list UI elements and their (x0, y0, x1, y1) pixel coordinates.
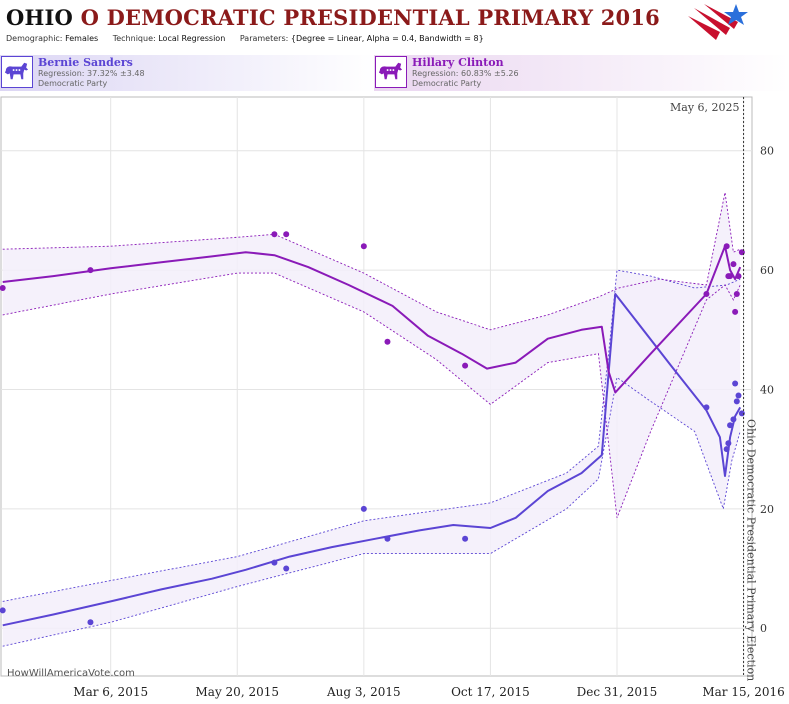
data-point-0 (735, 392, 742, 399)
data-point-1 (360, 243, 367, 250)
title-rest: O DEMOCRATIC PRESIDENTIAL PRIMARY 2016 (80, 5, 660, 30)
event-label: Ohio Democratic Presidential Primary Ele… (745, 419, 758, 681)
data-point-1 (271, 231, 278, 238)
candidate-regression: Regression: 37.32% ±3.48 (38, 69, 145, 78)
candidate-card-clinton: Hillary Clinton Regression: 60.83% ±5.26… (374, 55, 789, 91)
demographic-value: Females (65, 34, 99, 43)
data-point-0 (283, 565, 290, 572)
demographic-label: Demographic: (6, 34, 63, 43)
y-tick-label: 20 (760, 503, 774, 516)
y-tick-label: 60 (760, 264, 774, 277)
technique-value: Local Regression (158, 34, 226, 43)
data-point-0 (725, 440, 732, 447)
candidate-name: Bernie Sanders (38, 56, 133, 69)
confidence-band-1 (2, 192, 741, 518)
data-point-1 (87, 267, 94, 274)
data-point-0 (733, 398, 740, 405)
state-name: OHIO (6, 5, 74, 30)
site-logo-icon (688, 4, 748, 40)
band-upper-line-0 (2, 269, 741, 602)
parameters-value: {Degree = Linear, Alpha = 0.4, Bandwidth… (290, 34, 484, 43)
data-point-0 (703, 404, 710, 411)
parameters-label: Parameters: (239, 34, 289, 43)
x-tick-label: Mar 6, 2015 (73, 685, 148, 699)
data-point-0 (0, 607, 6, 614)
candidate-regression: Regression: 60.83% ±5.26 (412, 69, 519, 78)
x-tick-label: May 20, 2015 (196, 685, 279, 699)
data-point-1 (723, 243, 730, 250)
chart-parameters: Demographic: Females Technique: Local Re… (6, 34, 496, 43)
candidate-name: Hillary Clinton (412, 56, 504, 69)
x-tick-label: Aug 3, 2015 (326, 685, 401, 699)
chart-header: OHIO O DEMOCRATIC PRESIDENTIAL PRIMARY 2… (0, 0, 789, 52)
candidate-party: Democratic Party (38, 79, 108, 88)
data-point-0 (271, 559, 278, 566)
chart-title: OHIO O DEMOCRATIC PRESIDENTIAL PRIMARY 2… (6, 5, 660, 30)
donkey-icon (1, 56, 33, 88)
data-point-0 (727, 422, 734, 429)
donkey-icon (375, 56, 407, 88)
x-tick-label: Oct 17, 2015 (451, 685, 530, 699)
data-point-0 (462, 535, 469, 542)
chart-plot-area: May 6, 2025 Ohio Democratic Presidential … (0, 96, 785, 699)
technique-label: Technique: (112, 34, 156, 43)
candidate-party: Democratic Party (412, 79, 482, 88)
y-tick-label: 80 (760, 145, 774, 158)
event-top-label: May 6, 2025 (670, 101, 740, 114)
data-point-0 (360, 505, 367, 512)
data-point-1 (384, 338, 391, 345)
data-point-0 (723, 446, 730, 453)
y-tick-label: 0 (760, 622, 767, 635)
data-point-0 (730, 416, 737, 423)
data-point-1 (703, 290, 710, 297)
data-point-1 (283, 231, 290, 238)
band-lower-line-1 (2, 272, 741, 518)
data-point-1 (462, 362, 469, 369)
data-point-0 (384, 535, 391, 542)
y-tick-label: 40 (760, 383, 774, 396)
x-tick-label: Dec 31, 2015 (577, 685, 658, 699)
data-point-1 (732, 308, 739, 315)
data-point-1 (730, 261, 737, 268)
data-point-1 (733, 290, 740, 297)
site-watermark: HowWillAmericaVote.com (7, 668, 135, 679)
data-point-1 (727, 273, 734, 280)
data-point-0 (732, 380, 739, 387)
x-tick-label: Mar 15, 2016 (702, 685, 784, 699)
band-upper-line-1 (2, 192, 741, 331)
data-point-1 (735, 273, 742, 280)
data-point-0 (87, 619, 94, 626)
data-point-1 (0, 285, 6, 292)
fit-line-0 (2, 293, 742, 627)
candidate-card-sanders: Bernie Sanders Regression: 37.32% ±3.48 … (0, 55, 376, 91)
